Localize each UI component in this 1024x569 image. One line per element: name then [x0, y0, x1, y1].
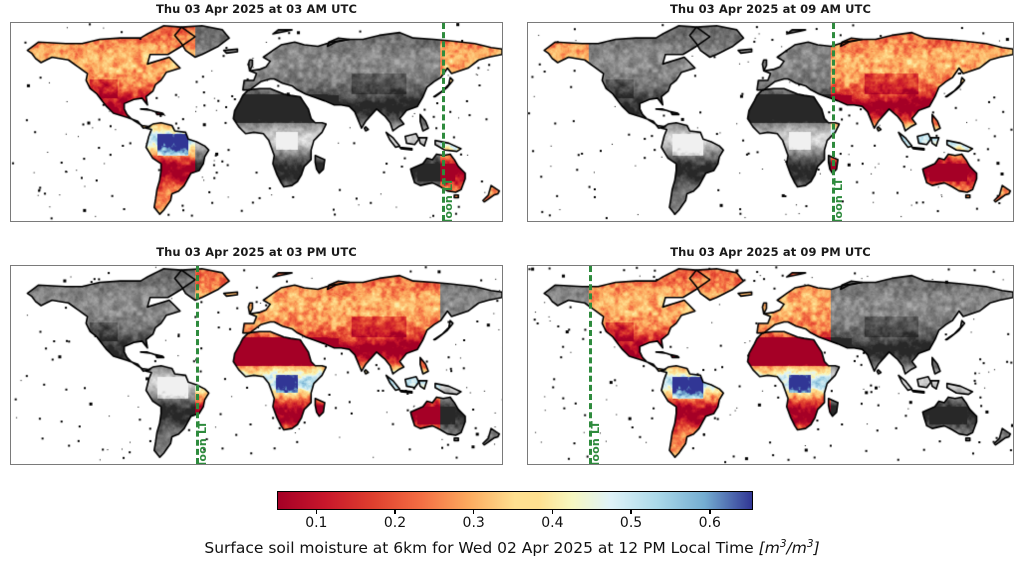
noon-local-time-label: Noon LT	[196, 420, 209, 465]
colorbar-tick	[472, 510, 475, 514]
noon-local-time-line	[196, 266, 199, 464]
caption-units: [m3/m3]	[758, 538, 820, 558]
colorbar-tick	[708, 510, 711, 514]
colorbar-tick-label: 0.6	[698, 515, 721, 531]
colorbar-tick-label: 0.4	[541, 515, 564, 531]
world-map-canvas	[528, 266, 1013, 464]
noon-local-time-line	[442, 23, 445, 221]
noon-local-time-label: Noon LT	[442, 177, 455, 222]
map-frame[interactable]: Noon LT	[527, 265, 1014, 465]
colorbar-gradient	[277, 491, 753, 510]
colorbar-tick-label: 0.1	[305, 515, 328, 531]
colorbar-tick	[394, 510, 396, 514]
colorbar-tick	[551, 510, 554, 514]
noon-local-time-label: Noon LT	[589, 420, 602, 465]
colorbar-tick	[315, 510, 318, 514]
panel-title: Thu 03 Apr 2025 at 03 AM UTC	[155, 2, 358, 16]
panel-title: Thu 03 Apr 2025 at 09 PM UTC	[670, 245, 871, 259]
world-map-canvas	[11, 23, 502, 221]
world-map-canvas	[11, 266, 502, 464]
noon-local-time-line	[589, 266, 592, 464]
colorbar-tick-label: 0.2	[383, 515, 407, 531]
colorbar-tick	[630, 510, 632, 514]
world-map-canvas	[528, 23, 1013, 221]
noon-local-time-line	[832, 23, 835, 221]
figure-caption: Surface soil moisture at 6km for Wed 02 …	[0, 538, 1024, 557]
panel-title: Thu 03 Apr 2025 at 03 PM UTC	[156, 245, 357, 259]
caption-text: Surface soil moisture at 6km for Wed 02 …	[204, 539, 759, 558]
map-frame[interactable]: Noon LT	[10, 265, 503, 465]
colorbar-tick-label: 0.3	[462, 515, 485, 531]
colorbar-container: 0.1 0.2 0.3 0.4 0.5 0.6	[277, 491, 753, 531]
map-frame[interactable]: Noon LT	[10, 22, 503, 222]
map-frame[interactable]: Noon LT	[527, 22, 1014, 222]
noon-local-time-label: Noon LT	[832, 177, 845, 222]
colorbar-tick-label: 0.5	[619, 515, 643, 531]
panel-title: Thu 03 Apr 2025 at 09 AM UTC	[669, 2, 872, 16]
